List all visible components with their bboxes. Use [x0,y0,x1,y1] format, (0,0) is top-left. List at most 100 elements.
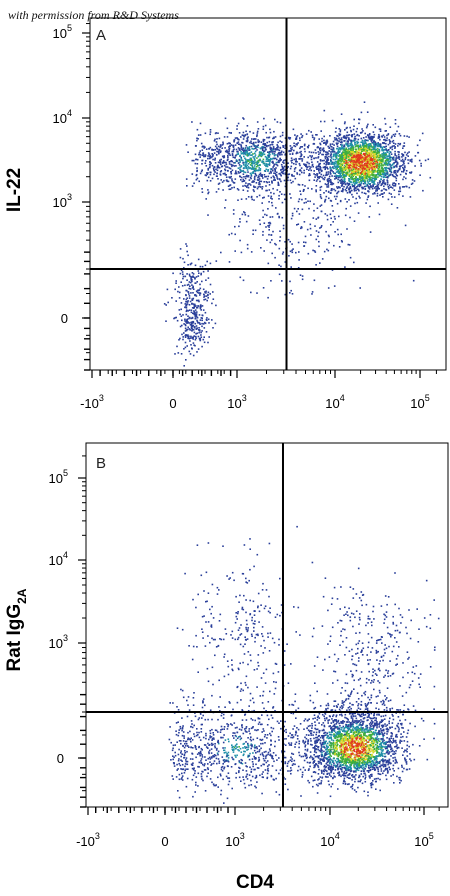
event-dot [233,139,235,142]
event-dot [265,165,267,168]
event-dot [201,717,203,719]
event-dot [253,145,256,147]
event-dot [248,167,250,170]
event-dot [296,172,298,174]
event-dot [229,188,232,190]
event-dot [258,167,260,169]
event-dot [254,154,257,156]
event-dot [355,169,358,172]
event-dot [245,130,247,133]
event-dot [385,130,387,132]
event-dot [261,160,263,162]
event-dot [237,141,240,143]
event-dot [258,154,260,157]
event-dot [216,143,218,146]
event-dot [333,285,336,287]
event-dot [290,182,293,184]
event-dot [349,187,352,190]
event-dot [181,319,183,322]
event-dot [241,159,244,162]
event-dot [381,170,383,173]
event-dot [368,151,370,154]
event-dot [347,145,350,148]
event-dot [372,124,374,126]
event-dot [181,271,184,273]
event-dot [293,168,296,170]
event-dot [352,185,354,187]
panel-a-y-title: IL-22 [4,168,25,212]
event-dot [388,187,390,190]
event-dot [327,162,329,164]
event-dot [237,199,239,201]
event-dot [283,179,286,182]
event-dot [402,161,405,164]
event-dot [209,166,211,168]
event-dot [308,144,310,147]
event-dot [304,744,307,746]
event-dot [213,140,216,142]
event-dot [364,181,366,184]
event-dot [246,175,248,178]
event-dot [261,202,263,204]
event-dot [206,317,208,319]
event-dot [357,138,360,141]
event-dot [328,656,331,658]
event-dot [316,174,318,177]
event-dot [389,634,392,636]
event-dot [205,295,208,297]
event-dot [330,156,332,158]
event-dot [242,645,245,648]
event-dot [319,205,322,207]
event-dot [191,185,194,187]
event-dot [188,328,191,330]
event-dot [246,174,248,177]
event-dot [224,168,226,171]
event-dot [330,770,333,773]
event-dot [213,173,215,176]
event-dot [328,177,331,180]
event-dot [262,216,264,218]
event-dot [361,150,363,152]
event-dot [308,768,310,770]
event-dot [238,164,241,166]
event-dot [385,163,387,166]
event-dot [251,181,253,183]
event-dot [359,159,361,161]
event-dot [201,305,204,307]
event-dot [267,158,269,161]
event-dot [329,163,331,165]
event-dot [245,726,248,728]
event-dot [355,160,358,163]
event-dot [256,162,258,164]
event-dot [315,157,317,159]
event-dot [320,735,323,737]
event-dot [354,151,357,153]
event-dot [337,158,339,161]
event-dot [184,336,187,338]
event-dot [174,288,176,291]
event-dot [186,319,188,321]
event-dot [290,165,293,168]
event-dot [182,740,185,742]
event-dot [282,145,284,147]
event-dot [235,172,238,175]
event-dot [377,650,379,653]
event-dot [327,707,329,710]
event-dot [185,294,187,297]
event-dot [299,190,301,192]
event-dot [352,159,354,161]
event-dot [227,158,229,161]
event-dot [257,146,259,149]
event-dot [377,145,379,148]
event-dot [196,167,198,169]
event-dot [257,144,259,146]
event-dot [277,161,279,163]
event-dot [310,775,313,778]
event-dot [259,164,261,166]
event-dot [398,193,400,196]
event-dot [267,151,269,153]
event-dot [370,146,373,148]
event-dot [353,170,355,172]
event-dot [352,168,355,171]
event-dot [268,172,271,175]
